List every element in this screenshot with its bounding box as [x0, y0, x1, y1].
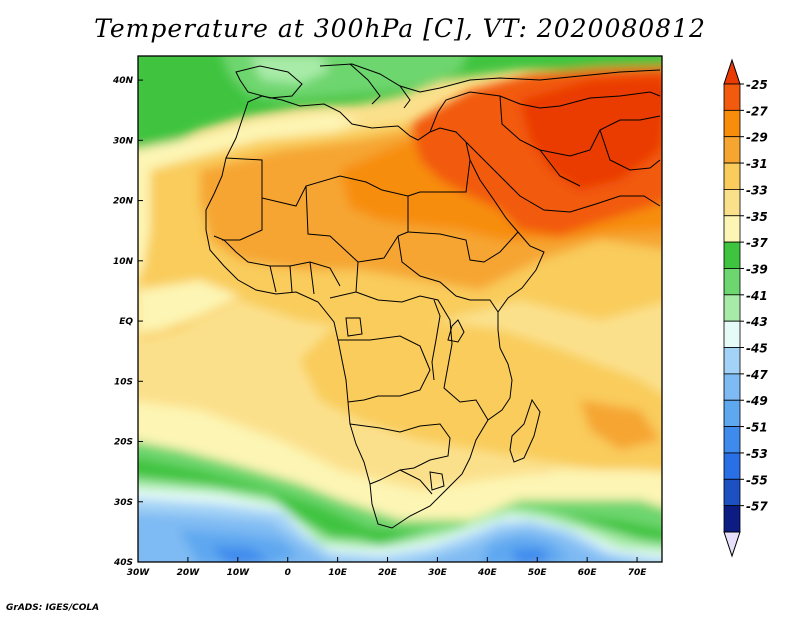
- colorbar-swatch: [723, 452, 741, 480]
- y-tick-label: 20N: [113, 197, 134, 207]
- y-tick-label: 30N: [113, 136, 134, 146]
- y-axis: 40N 30N 20N 10N EQ 10S 20S 30S 40S: [112, 76, 143, 568]
- colorbar-label: -41: [746, 289, 768, 303]
- colorbar-label: -33: [746, 183, 768, 197]
- y-tick-label: EQ: [119, 317, 133, 327]
- colorbar-label: -47: [746, 368, 768, 382]
- x-tick-label: 30E: [428, 568, 448, 578]
- colorbar-label: -57: [746, 500, 768, 514]
- colorbar-label: -55: [746, 473, 768, 487]
- map-title: Temperature at 300hPa [C], VT: 202008081…: [94, 14, 706, 43]
- colorbar-label: -29: [746, 131, 768, 145]
- colorbar-swatch: [723, 373, 741, 401]
- colorbar: -25 -27 -29 -31 -33 -35 -37 -39 -41 -43 -45 -47 -49 -…: [723, 58, 768, 558]
- colorbar-swatch: [723, 136, 741, 164]
- colorbar-swatch: [723, 426, 741, 454]
- colorbar-label: -51: [746, 421, 768, 435]
- colorbar-label: -43: [746, 315, 768, 329]
- y-tick-label: 30S: [114, 498, 133, 508]
- colorbar-swatch: [723, 109, 741, 138]
- x-tick-label: 20W: [177, 568, 201, 578]
- x-tick-label: 0: [285, 568, 291, 578]
- colorbar-label: -25: [746, 78, 768, 92]
- y-tick-label: 10N: [113, 257, 134, 267]
- colorbar-swatch: [723, 478, 741, 507]
- x-tick-label: 40E: [477, 568, 498, 578]
- grads-credit: GrADS: IGES/COLA: [6, 603, 100, 613]
- colorbar-label: -49: [746, 394, 768, 408]
- colorbar-swatch: [723, 241, 741, 269]
- colorbar-label: -45: [746, 342, 768, 356]
- coastlines: [205, 63, 661, 529]
- x-axis: 30W 20W 10W 0 10E 20E 30E 40E 50E 60E 70E: [127, 557, 647, 578]
- y-tick-label: 10S: [114, 377, 133, 387]
- colorbar-swatch: [723, 215, 741, 243]
- colorbar-swatch: [723, 294, 741, 322]
- y-tick-label: 40S: [113, 558, 133, 568]
- colorbar-label: -39: [746, 262, 768, 276]
- colorbar-swatch: [723, 399, 741, 427]
- plot-frame: [137, 55, 663, 563]
- y-tick-label: 20S: [114, 438, 133, 448]
- x-tick-label: 10E: [328, 568, 348, 578]
- colorbar-swatch: [723, 347, 741, 375]
- x-tick-label: 50E: [528, 568, 548, 578]
- x-tick-label: 30W: [127, 568, 151, 578]
- colorbar-bottom-extend: [723, 531, 741, 558]
- colorbar-swatch: [723, 189, 741, 217]
- colorbar-swatch: [723, 268, 741, 296]
- colorbar-swatch: [723, 83, 741, 111]
- x-tick-label: 20E: [378, 568, 398, 578]
- colorbar-label: -35: [746, 210, 768, 224]
- colorbar-swatch: [723, 320, 741, 348]
- colorbar-swatch: [723, 162, 741, 190]
- x-tick-label: 60E: [578, 568, 598, 578]
- x-tick-label: 70E: [628, 568, 648, 578]
- temperature-field: [138, 56, 662, 562]
- x-tick-label: 10W: [227, 568, 251, 578]
- colorbar-label: -37: [746, 236, 768, 250]
- colorbar-label: -31: [746, 157, 768, 171]
- y-tick-label: 40N: [112, 76, 134, 86]
- colorbar-swatch: [723, 505, 741, 533]
- colorbar-label: -27: [746, 104, 768, 118]
- colorbar-top-extend: [723, 58, 741, 85]
- colorbar-label: -53: [746, 447, 768, 461]
